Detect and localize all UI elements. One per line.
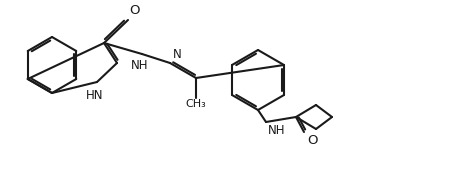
Text: N: N bbox=[173, 48, 182, 61]
Text: O: O bbox=[129, 4, 139, 17]
Text: HN: HN bbox=[86, 89, 104, 102]
Text: CH₃: CH₃ bbox=[186, 99, 207, 109]
Text: NH: NH bbox=[131, 59, 149, 72]
Text: O: O bbox=[307, 134, 318, 147]
Text: NH: NH bbox=[268, 124, 285, 137]
